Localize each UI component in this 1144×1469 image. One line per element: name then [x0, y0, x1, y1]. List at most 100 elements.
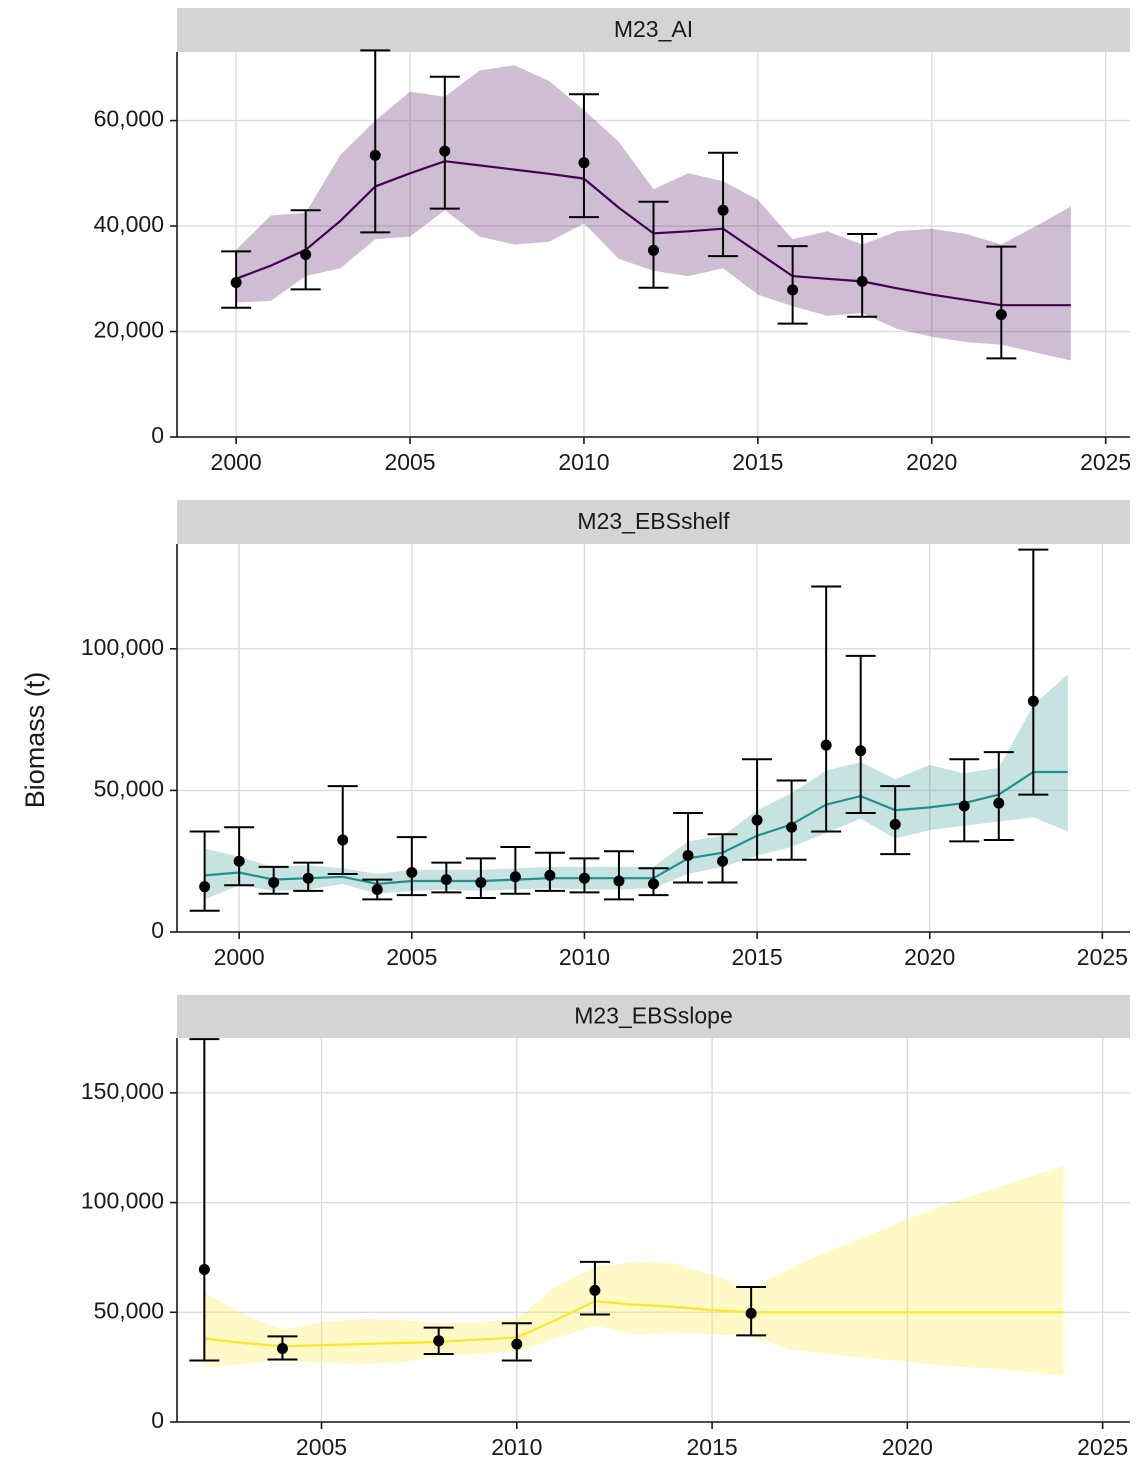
- confidence-ribbon: [204, 1166, 1064, 1376]
- facet-title: M23_EBSshelf: [577, 508, 730, 534]
- observation-point: [589, 1284, 601, 1296]
- x-tick-label: 2015: [732, 944, 783, 970]
- y-tick-label: 60,000: [94, 106, 164, 132]
- error-bar: [986, 245, 1017, 360]
- observation-point: [300, 249, 312, 261]
- y-tick-label: 150,000: [81, 1078, 164, 1104]
- facet-panel-1: M23_AI 2000 2005 2010 2015 2020 2025 0 20,000 40,…: [94, 8, 1131, 475]
- error-bar: [742, 758, 773, 861]
- x-tick-label: 2005: [386, 944, 437, 970]
- y-tick-label: 50,000: [94, 775, 164, 801]
- observation-point: [648, 244, 659, 256]
- observation-point: [717, 204, 729, 216]
- observation-point: [751, 814, 763, 826]
- observation-point: [995, 309, 1007, 321]
- x-tick-label: 2010: [491, 1434, 542, 1460]
- error-bar: [396, 836, 427, 897]
- facet-strip: [177, 500, 1130, 544]
- x-tick-label: 2005: [296, 1434, 347, 1460]
- error-bar: [949, 758, 980, 843]
- facet-strip: [177, 8, 1130, 52]
- observation-point: [511, 1338, 523, 1350]
- error-bar: [327, 785, 358, 875]
- observation-point: [786, 821, 798, 833]
- error-bar: [1018, 548, 1049, 796]
- observation-point: [544, 869, 556, 881]
- observation-point: [198, 1263, 210, 1275]
- x-tick-label: 2000: [211, 449, 262, 475]
- observation-point: [440, 874, 452, 886]
- observation-point: [268, 876, 280, 888]
- error-bar: [568, 93, 599, 219]
- error-bar: [603, 850, 634, 901]
- observation-point: [302, 872, 314, 884]
- facet-title: M23_EBSslope: [574, 1003, 733, 1029]
- x-tick-label: 2015: [687, 1434, 738, 1460]
- observation-point: [475, 876, 487, 888]
- observation-point: [958, 800, 970, 812]
- fitted-line: [204, 770, 1068, 886]
- error-bar: [429, 75, 460, 210]
- error-bar: [845, 654, 876, 815]
- error-bar: [811, 585, 842, 833]
- x-tick-label: 2015: [732, 449, 783, 475]
- observation-point: [1027, 695, 1039, 707]
- y-tick-label: 50,000: [94, 1297, 164, 1323]
- observation-point: [993, 797, 1005, 809]
- observation-point: [406, 867, 418, 879]
- error-bar: [847, 232, 878, 318]
- facet-title: M23_AI: [614, 16, 693, 42]
- y-axis-label: Biomass (t): [20, 672, 50, 809]
- observation-point: [856, 275, 868, 287]
- facet-panel-2: M23_EBSshelf 2000 2005 2010 2015 2020 2025 0 50,…: [81, 500, 1130, 970]
- x-tick-label: 2010: [559, 944, 610, 970]
- y-tick-label: 0: [151, 422, 164, 448]
- observation-point: [337, 834, 349, 846]
- x-tick-label: 2000: [214, 944, 265, 970]
- facet-strip: [177, 995, 1130, 1038]
- y-tick-label: 40,000: [94, 211, 164, 237]
- x-tick-label: 2010: [558, 449, 609, 475]
- observation-point: [578, 157, 590, 169]
- x-tick-label: 2025: [1080, 449, 1131, 475]
- observation-point: [648, 878, 659, 890]
- x-tick-label: 2020: [906, 449, 957, 475]
- error-bar: [638, 200, 669, 289]
- observation-point: [199, 881, 211, 893]
- x-tick-label: 2005: [384, 449, 435, 475]
- observation-point: [371, 884, 383, 896]
- observation-point: [613, 875, 625, 887]
- y-tick-label: 100,000: [81, 634, 164, 660]
- error-bar: [708, 151, 739, 258]
- y-tick-label: 100,000: [81, 1188, 164, 1214]
- y-tick-label: 20,000: [94, 317, 164, 343]
- error-bar: [360, 49, 391, 234]
- x-tick-label: 2020: [904, 944, 955, 970]
- observation-point: [578, 872, 590, 884]
- observation-point: [439, 145, 451, 157]
- observation-point: [509, 871, 521, 883]
- observation-point: [855, 745, 867, 757]
- fitted-line: [204, 1300, 1064, 1348]
- error-bar: [500, 846, 531, 895]
- y-tick-label: 0: [151, 917, 164, 943]
- observation-point: [276, 1342, 288, 1354]
- observation-point: [233, 855, 245, 867]
- observation-point: [745, 1307, 757, 1319]
- observation-point: [889, 818, 901, 830]
- error-bar: [983, 751, 1014, 841]
- observation-point: [682, 850, 694, 862]
- x-tick-label: 2025: [1077, 1434, 1128, 1460]
- observation-point: [369, 149, 381, 161]
- observation-point: [787, 284, 799, 296]
- observation-point: [820, 739, 832, 751]
- observation-point: [230, 276, 242, 288]
- error-bar: [776, 779, 807, 861]
- facet-panel-3: M23_EBSslope 2005 2010 2015 2020 2025 0 50,000 1…: [81, 995, 1130, 1460]
- observation-point: [433, 1335, 445, 1347]
- x-tick-label: 2025: [1077, 944, 1128, 970]
- y-tick-label: 0: [151, 1407, 164, 1433]
- error-bar: [189, 830, 220, 912]
- x-tick-label: 2020: [882, 1434, 933, 1460]
